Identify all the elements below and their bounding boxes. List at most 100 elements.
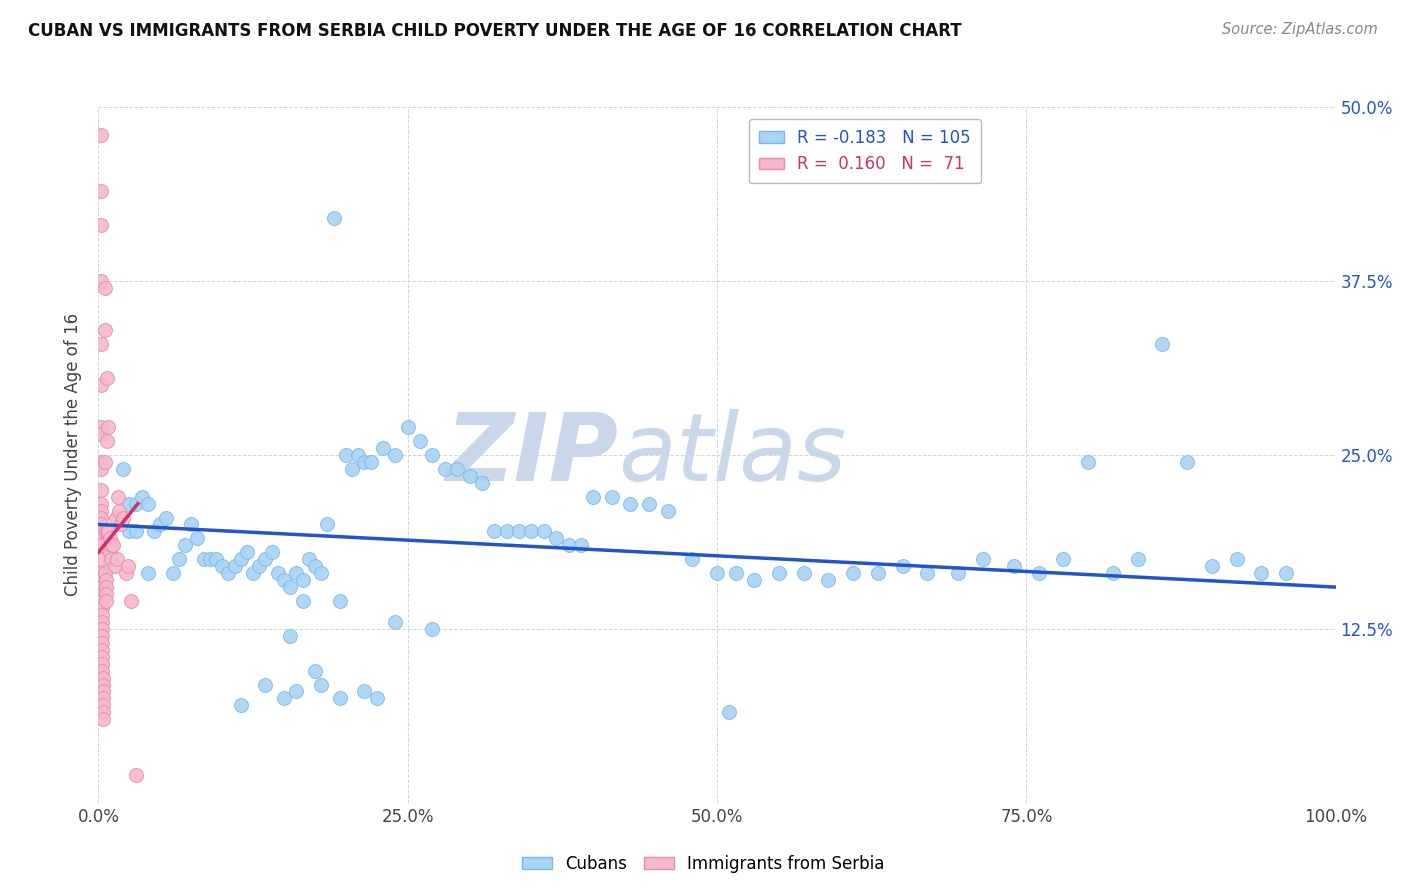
Point <box>842 566 865 581</box>
Point <box>91 615 114 629</box>
Point <box>329 691 352 706</box>
Point <box>582 490 605 504</box>
Point <box>104 510 127 524</box>
Point <box>93 524 115 539</box>
Point <box>273 691 295 706</box>
Text: ZIP: ZIP <box>446 409 619 501</box>
Point <box>162 566 184 581</box>
Point <box>91 580 114 594</box>
Point <box>619 497 641 511</box>
Point <box>124 524 146 539</box>
Point <box>110 517 132 532</box>
Point <box>93 712 115 726</box>
Point <box>384 448 406 462</box>
Text: CUBAN VS IMMIGRANTS FROM SERBIA CHILD POVERTY UNDER THE AGE OF 16 CORRELATION CH: CUBAN VS IMMIGRANTS FROM SERBIA CHILD PO… <box>28 22 962 40</box>
Point <box>229 698 252 713</box>
Y-axis label: Child Poverty Under the Age of 16: Child Poverty Under the Age of 16 <box>65 313 83 597</box>
Point <box>91 622 114 636</box>
Point <box>90 219 112 233</box>
Point <box>706 566 728 581</box>
Point <box>93 677 115 691</box>
Point <box>724 566 747 581</box>
Point <box>260 545 283 559</box>
Point <box>91 601 114 615</box>
Point <box>91 587 114 601</box>
Point <box>167 552 190 566</box>
Point <box>371 441 394 455</box>
Point <box>118 497 141 511</box>
Point <box>205 552 228 566</box>
Point <box>891 559 914 574</box>
Point <box>353 455 375 469</box>
Point <box>742 573 765 587</box>
Point <box>285 684 308 698</box>
Point <box>94 594 117 608</box>
Point <box>396 420 419 434</box>
Point <box>90 462 112 476</box>
Point <box>155 510 177 524</box>
Point <box>96 371 118 385</box>
Point <box>149 517 172 532</box>
Point <box>360 455 382 469</box>
Point <box>681 552 703 566</box>
Point <box>446 462 468 476</box>
Point <box>90 524 112 539</box>
Point <box>948 566 970 581</box>
Point <box>520 524 543 539</box>
Point <box>384 615 406 629</box>
Point <box>90 517 112 532</box>
Point <box>569 538 592 552</box>
Point <box>93 566 115 581</box>
Point <box>793 566 815 581</box>
Point <box>236 545 259 559</box>
Point <box>90 538 112 552</box>
Point <box>224 559 246 574</box>
Text: Source: ZipAtlas.com: Source: ZipAtlas.com <box>1222 22 1378 37</box>
Point <box>422 448 444 462</box>
Point <box>211 559 233 574</box>
Point <box>91 594 114 608</box>
Point <box>309 677 332 691</box>
Point <box>91 664 114 678</box>
Point <box>124 768 146 782</box>
Point <box>90 378 112 392</box>
Point <box>1152 336 1174 351</box>
Point <box>1002 559 1025 574</box>
Point <box>546 532 568 546</box>
Text: atlas: atlas <box>619 409 846 500</box>
Point <box>278 580 301 594</box>
Point <box>91 573 114 587</box>
Point <box>1201 559 1223 574</box>
Point <box>471 475 494 490</box>
Point <box>100 552 122 566</box>
Point <box>340 462 363 476</box>
Point <box>90 274 112 288</box>
Point <box>254 677 277 691</box>
Point <box>508 524 530 539</box>
Point <box>93 281 115 295</box>
Point <box>93 698 115 713</box>
Point <box>103 538 125 552</box>
Point <box>304 559 326 574</box>
Point <box>242 566 264 581</box>
Point <box>93 671 115 685</box>
Point <box>335 448 357 462</box>
Point <box>118 524 141 539</box>
Point <box>90 420 112 434</box>
Point <box>817 573 839 587</box>
Point <box>278 629 301 643</box>
Point <box>114 566 136 581</box>
Point <box>98 532 121 546</box>
Point <box>124 497 146 511</box>
Point <box>93 706 115 720</box>
Point <box>198 552 221 566</box>
Point <box>91 629 114 643</box>
Point <box>112 510 135 524</box>
Point <box>90 184 112 198</box>
Point <box>108 503 131 517</box>
Point <box>103 559 125 574</box>
Point <box>347 448 370 462</box>
Point <box>93 323 115 337</box>
Point <box>136 566 159 581</box>
Point <box>217 566 239 581</box>
